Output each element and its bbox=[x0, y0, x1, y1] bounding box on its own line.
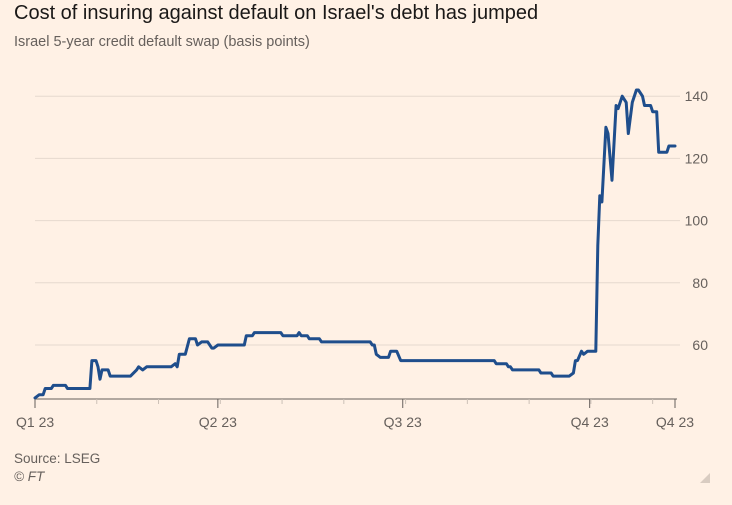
x-tick-label-4: Q4 23 bbox=[656, 414, 694, 430]
chart-subtitle: Israel 5-year credit default swap (basis… bbox=[14, 34, 310, 50]
y-tick-label-140: 140 bbox=[685, 88, 709, 104]
y-tick-label-100: 100 bbox=[685, 213, 709, 229]
x-tick-label-2: Q3 23 bbox=[384, 414, 422, 430]
source-note: Source: LSEG bbox=[14, 451, 101, 466]
x-tick-label-1: Q2 23 bbox=[199, 414, 237, 430]
chart-series bbox=[33, 88, 677, 400]
series-line-cds bbox=[33, 88, 677, 400]
resize-corner-icon bbox=[700, 473, 710, 483]
y-axis-ticks: 60 80 100 120 140 bbox=[685, 88, 709, 353]
line-chart: 60 80 100 120 140 Q1 23 Q2 23 Q3 23 Q4 23 Q4 23 bbox=[16, 88, 709, 430]
y-tick-label-60: 60 bbox=[692, 337, 708, 353]
x-axis: Q1 23 Q2 23 Q3 23 Q4 23 Q4 23 bbox=[16, 398, 694, 430]
y-tick-label-120: 120 bbox=[685, 150, 709, 166]
x-tick-label-0: Q1 23 bbox=[16, 414, 54, 430]
x-tick-label-3: Q4 23 bbox=[571, 414, 609, 430]
y-tick-label-80: 80 bbox=[692, 275, 708, 291]
chart-gridlines bbox=[35, 95, 680, 346]
ft-credit: © FT bbox=[14, 469, 45, 484]
chart-title: Cost of insuring against default on Isra… bbox=[14, 2, 539, 24]
